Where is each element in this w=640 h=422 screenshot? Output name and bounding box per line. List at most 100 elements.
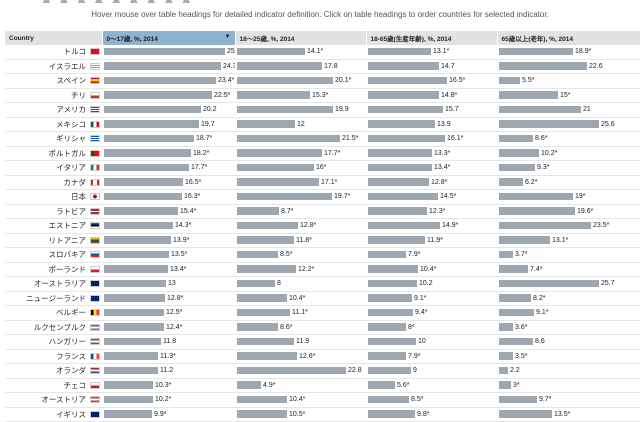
- value-label: 2.2: [510, 367, 520, 375]
- value-cell-c3: 16.1*: [366, 131, 497, 147]
- country-name: スペイン: [56, 76, 86, 86]
- value-label: 13.9*: [173, 236, 190, 244]
- value-bar: [499, 221, 591, 230]
- value-cell-c4: 13.5*: [497, 407, 640, 422]
- value-bar: [499, 47, 573, 56]
- table-row[interactable]: エストニア 14.3* 12.8* 14.9* 23.5*: [5, 218, 640, 234]
- table-row[interactable]: イタリア 17.7* 16* 13.4* 9.3*: [5, 160, 640, 176]
- table-row[interactable]: ハンガリー 11.8 11.9 10 8.6: [5, 334, 640, 350]
- value-label: 10: [418, 338, 426, 346]
- value-label: 11.2: [160, 367, 174, 375]
- table-row[interactable]: スペイン 23.4* 20.1* 16.5* 5.5*: [5, 73, 640, 89]
- value-label: 16.5*: [449, 77, 466, 85]
- country-cell: イタリア: [5, 160, 102, 176]
- value-bar: [368, 221, 440, 230]
- country-cell: ポーランド: [5, 262, 102, 277]
- country-name: メキシコ: [56, 119, 86, 129]
- table-row[interactable]: イスラエル 24.3 17.8 14.7 22.6: [5, 59, 640, 74]
- value-label: 14.3*: [175, 222, 192, 230]
- slovakia-flag-icon: [90, 251, 100, 259]
- column-header-age-65-plus[interactable]: 65歳以上(老年), %, 2014: [497, 31, 640, 45]
- value-cell-c3: 14.7: [366, 59, 497, 74]
- value-bar: [368, 105, 443, 114]
- table-row[interactable]: ニュージーランド 12.8* 10.4* 9.1* 8.2*: [5, 291, 640, 306]
- value-cell-c3: 13.9: [366, 117, 497, 132]
- value-bar: [499, 192, 573, 201]
- value-bar: [368, 250, 406, 259]
- value-cell-c3: 15.7: [366, 102, 497, 118]
- value-bar: [368, 265, 418, 273]
- value-bar: [104, 62, 221, 70]
- value-bar: [499, 337, 533, 346]
- column-header-country[interactable]: Country: [5, 31, 103, 45]
- value-label: 22.5*: [214, 91, 231, 99]
- table-row[interactable]: カナダ 16.5* 17.1* 12.8* 6.2*: [5, 175, 640, 190]
- value-bar: [499, 250, 513, 259]
- table-row[interactable]: ギリシャ 18.7* 21.5* 16.1* 8.6*: [5, 131, 640, 147]
- table-row[interactable]: トルコ 25.3* 14.1* 13.1* 18.9*: [5, 45, 640, 60]
- value-bar: [237, 76, 333, 85]
- column-header-age-0-17[interactable]: 0～17歳, %, 2014 ▼: [102, 31, 236, 45]
- value-label: 18.9*: [575, 48, 592, 56]
- table-row[interactable]: ラトビア 15.4* 8.7* 12.3* 19.6*: [5, 204, 640, 219]
- table-row[interactable]: ポルトガル 18.2* 17.7* 13.3* 10.2*: [5, 146, 640, 161]
- table-row[interactable]: チリ 22.5* 15.3* 14.8* 15*: [5, 88, 640, 103]
- value-bar: [104, 381, 153, 389]
- table-row[interactable]: リトアニア 13.9* 11.8* 11.9* 13.1*: [5, 233, 640, 248]
- value-label: 15*: [560, 91, 571, 99]
- value-cell-c4: 5.5*: [497, 73, 640, 89]
- table-row[interactable]: オーストラリア 13 8 10.2 25.7: [5, 276, 640, 292]
- greece-flag-icon: [90, 135, 100, 143]
- value-cell-c2: 12: [235, 117, 366, 132]
- country-name: アメリカ: [56, 105, 86, 115]
- table-row[interactable]: ルクセンブルク 12.4* 8.6* 8* 3.6*: [5, 320, 640, 335]
- australia-flag-icon: [90, 280, 100, 288]
- column-header-label: 0～17歳, %, 2014: [106, 36, 158, 43]
- column-header-age-18-25[interactable]: 18～25歳, %, 2014: [235, 31, 367, 45]
- table-row[interactable]: ベルギー 12.5* 11.1* 9.4* 9.1*: [5, 305, 640, 321]
- table-row[interactable]: オランダ 11.2 22.8 9 2.2: [5, 363, 640, 379]
- country-cell: ベルギー: [5, 305, 102, 321]
- table-row[interactable]: アメリカ 20.2 19.9 15.7 21: [5, 102, 640, 118]
- czech-flag-icon: [90, 381, 100, 389]
- value-bar: [237, 366, 346, 375]
- value-bar: [104, 105, 201, 114]
- value-cell-c4: 8.6*: [497, 131, 640, 147]
- value-label: 10.3*: [155, 381, 172, 389]
- value-cell-c1: 14.3*: [102, 218, 235, 234]
- value-cell-c3: 13.3*: [366, 146, 497, 161]
- value-cell-c1: 11.3*: [102, 349, 235, 364]
- value-cell-c2: 19.7*: [235, 189, 366, 205]
- value-cell-c1: 18.7*: [102, 131, 235, 147]
- table-row[interactable]: 日本 16.3* 19.7* 14.5* 19*: [5, 189, 640, 205]
- value-bar: [499, 207, 575, 215]
- table-row[interactable]: イギリス 9.9* 10.5* 9.8* 13.5*: [5, 407, 640, 422]
- value-label: 15.7: [445, 106, 459, 114]
- value-bar: [237, 163, 314, 172]
- value-bar: [368, 134, 445, 143]
- value-cell-c4: 3.6*: [497, 320, 640, 335]
- value-label: 25.6: [601, 120, 615, 128]
- table-row[interactable]: チェコ 10.3* 4.9* 5.6* 3*: [5, 378, 640, 393]
- country-cell: オランダ: [5, 363, 102, 379]
- country-cell: チリ: [5, 88, 102, 103]
- table-row[interactable]: ポーランド 13.4* 12.2* 10.4* 7.4*: [5, 262, 640, 277]
- luxembourg-flag-icon: [90, 323, 100, 331]
- value-label: 7.4*: [530, 265, 543, 273]
- value-label: 17.8: [324, 62, 338, 70]
- value-cell-c4: 13.1*: [497, 233, 640, 248]
- value-label: 10.2: [419, 280, 433, 288]
- country-name: リトアニア: [48, 235, 86, 245]
- value-bar: [368, 381, 395, 389]
- table-row[interactable]: スロバキア 13.5* 8.5* 7.9* 3.7*: [5, 247, 640, 263]
- turkey-flag-icon: [90, 48, 100, 56]
- column-header-age-18-65[interactable]: 18-65歳(生産年齢), %, 2014: [366, 31, 498, 45]
- value-cell-c2: 10.5*: [235, 407, 366, 422]
- table-row[interactable]: メキシコ 19.7 12 13.9 25.6: [5, 117, 640, 132]
- value-cell-c3: 14.8*: [366, 88, 497, 103]
- value-bar: [499, 105, 581, 114]
- value-cell-c2: 11.1*: [235, 305, 366, 321]
- table-row[interactable]: フランス 11.3* 12.6* 7.9* 3.5*: [5, 349, 640, 364]
- value-bar: [368, 352, 406, 360]
- country-name: ギリシャ: [56, 134, 86, 144]
